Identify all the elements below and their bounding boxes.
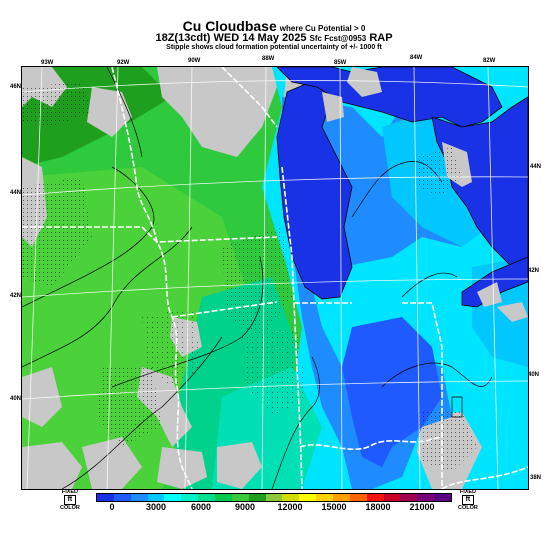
no-cu-area <box>82 437 142 489</box>
color-legend-bar <box>96 493 452 502</box>
legend-swatch <box>316 494 334 501</box>
legend-swatch <box>333 494 350 501</box>
legend-swatch <box>349 494 367 501</box>
legend-swatch <box>147 494 165 501</box>
lat-label: 46N <box>10 84 22 90</box>
legend-left-key: FIXED ft COLOR <box>60 489 80 511</box>
legend-color-label: COLOR <box>458 505 478 511</box>
legend-label: 3000 <box>145 502 167 512</box>
no-cu-area <box>157 67 277 157</box>
contour-line <box>351 161 443 218</box>
lon-label: 82W <box>483 58 496 64</box>
lon-label: 90W <box>188 58 201 64</box>
legend-swatch <box>299 494 317 501</box>
cloudbase-map <box>21 66 529 490</box>
no-cu-area <box>497 302 528 322</box>
forecast-source: Sfc Fcst@0953 <box>309 34 367 43</box>
no-cu-area <box>347 67 382 97</box>
legend-label: 18000 <box>365 502 391 512</box>
state-borders <box>22 67 528 489</box>
no-cu-area <box>22 367 62 427</box>
legend-swatch <box>215 494 232 501</box>
lat-label: 42N <box>528 268 540 274</box>
legend-label: 9000 <box>234 502 256 512</box>
forecast-time-line: 18Z(13cdt) WED 14 May 2025 Sfc Fcst@0953… <box>0 32 548 44</box>
legend-label: 21000 <box>409 502 435 512</box>
stipple-area <box>97 367 162 447</box>
stipple-area <box>242 327 307 417</box>
stipple-area <box>22 177 92 287</box>
legend-swatch <box>383 494 401 501</box>
legend-swatch <box>198 494 216 501</box>
contour-line <box>22 166 155 308</box>
lon-label: 93W <box>41 60 54 66</box>
lon-label: 84W <box>410 55 423 61</box>
legend-swatch <box>97 494 114 501</box>
lat-lon-grid <box>22 67 528 489</box>
legend-label: 12000 <box>277 502 303 512</box>
legend-swatch <box>282 494 300 501</box>
legend-swatch <box>417 494 435 501</box>
no-cu-area <box>22 442 82 489</box>
contour-line <box>106 67 143 158</box>
map-canvas <box>22 67 528 489</box>
legend-color-label: COLOR <box>60 505 80 511</box>
lat-label: 40N <box>528 372 540 378</box>
stipple-area <box>22 82 92 127</box>
no-cu-area <box>217 442 262 489</box>
stipple-area <box>417 147 462 197</box>
contour-line <box>451 396 463 418</box>
legend-swatch <box>130 494 148 501</box>
legend-unit: ft <box>63 495 76 505</box>
legend-swatch <box>113 494 131 501</box>
legend-swatch <box>164 494 182 501</box>
legend-swatch <box>400 494 418 501</box>
legend-right-key: FIXED ft COLOR <box>458 489 478 511</box>
lon-label: 88W <box>262 56 275 62</box>
forecast-model: RAP <box>369 32 393 44</box>
lat-label: 38N <box>530 475 542 481</box>
legend-swatch <box>366 494 384 501</box>
deep-blue-field <box>342 317 442 467</box>
stipple-note: Stipple shows cloud formation potential … <box>166 44 382 51</box>
legend-fixed-label: FIXED <box>61 489 79 495</box>
no-cu-area <box>477 282 502 307</box>
lon-label: 85W <box>334 60 347 66</box>
contour-line <box>401 272 458 298</box>
lat-label: 40N <box>10 396 22 402</box>
legend-label: 6000 <box>190 502 212 512</box>
contour-line <box>381 362 493 388</box>
legend-swatch <box>181 494 199 501</box>
lat-label: 44N <box>530 164 542 170</box>
stipple-area <box>222 227 292 337</box>
title-subtext: where Cu Potential > 0 <box>279 24 366 33</box>
lat-label: 42N <box>10 293 22 299</box>
map-title: Cu Cloudbase where Cu Potential > 0 <box>0 18 548 34</box>
contour-line <box>61 336 223 489</box>
cyan-patch <box>482 387 528 489</box>
legend-swatch <box>434 494 452 501</box>
contour-line <box>271 356 320 489</box>
stipple-area <box>417 412 477 472</box>
legend-swatch <box>248 494 266 501</box>
title-text: Cu Cloudbase <box>182 18 277 34</box>
legend-label: 0 <box>109 502 115 512</box>
legend-label: 15000 <box>321 502 347 512</box>
contour-line <box>111 256 264 388</box>
legend-swatch <box>231 494 249 501</box>
legend-swatch <box>265 494 283 501</box>
legend-unit: ft <box>461 495 474 505</box>
no-cu-area <box>322 92 344 122</box>
legend-fixed-label: FIXED <box>459 489 477 495</box>
lat-label: 44N <box>10 190 22 196</box>
lon-label: 92W <box>117 60 130 66</box>
forecast-time: 18Z(13cdt) WED 14 May 2025 <box>155 32 307 44</box>
